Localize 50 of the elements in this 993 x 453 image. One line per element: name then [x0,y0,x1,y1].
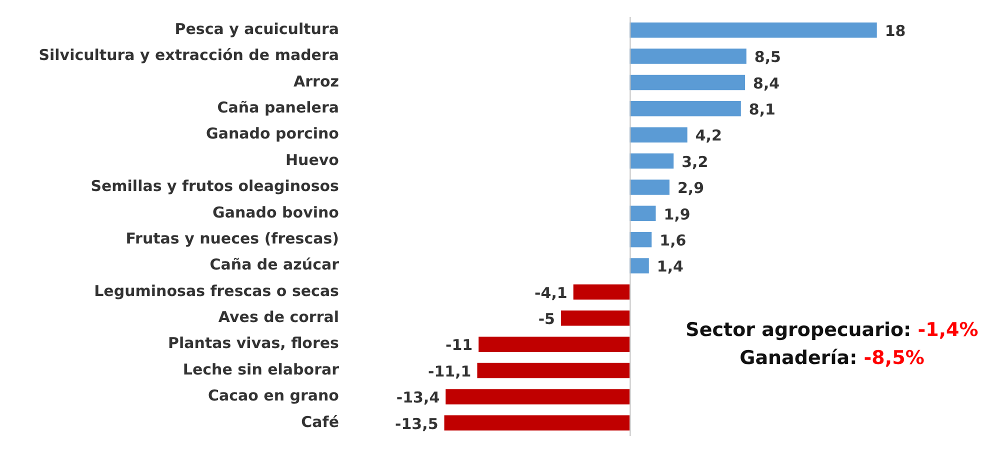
data-label: 2,9 [677,179,704,198]
bar [630,180,670,195]
bar [630,127,688,142]
data-label: 8,1 [748,100,776,119]
bar [477,362,630,378]
y-tick-label: Leche sin elaborar [182,360,340,378]
bar [573,284,630,300]
y-tick-label: Semillas y frutos oleaginosos [90,177,340,196]
data-label: -5 [538,310,555,328]
bar [630,48,746,64]
data-label: -11 [445,336,473,354]
bar [446,389,630,404]
y-tick-label: Café [301,412,339,431]
bar [630,153,674,169]
y-tick-label: Pesca y acuicultura [174,20,339,38]
data-label: 1,4 [656,258,684,276]
bar [561,310,630,326]
y-tick-label: Caña de azúcar [210,256,340,274]
y-tick-label: Arroz [294,72,340,90]
data-label: -13,5 [395,414,438,433]
bar [630,22,877,38]
bar [444,415,630,430]
data-label: 4,2 [695,126,722,145]
data-label: -13,4 [396,388,440,407]
bar [630,74,746,90]
y-tick-label: Ganado bovino [212,203,339,222]
y-tick-label: Cacao en grano [208,386,339,405]
annotation: Ganadería: -8,5% [738,346,926,371]
y-tick-label: Silvicultura y extracción de madera [38,46,339,64]
y-tick-label: Leguminosas frescas o secas [94,282,340,300]
y-tick-label: Caña panelera [217,98,339,117]
bar [630,101,741,116]
annotation: Sector agropecuario: -1,4% [684,318,980,343]
y-tick-label: Plantas vivas, flores [168,334,340,352]
data-label: -4,1 [534,284,568,302]
bar [630,206,656,221]
data-label: 3,2 [682,152,708,171]
data-label: -11,1 [428,362,472,380]
bar [630,232,652,248]
bar [630,258,649,274]
y-tick-label: Aves de corral [218,308,339,326]
data-label: 1,9 [664,205,690,224]
data-label: 1,6 [660,231,686,250]
y-tick-label: Ganado porcino [206,124,339,143]
bar [478,336,630,352]
y-tick-label: Frutas y nueces (frescas) [126,229,339,248]
data-label: 18 [884,22,906,40]
data-label: 8,5 [754,48,781,66]
y-tick-label: Huevo [286,150,339,169]
data-label: 8,4 [753,74,780,92]
